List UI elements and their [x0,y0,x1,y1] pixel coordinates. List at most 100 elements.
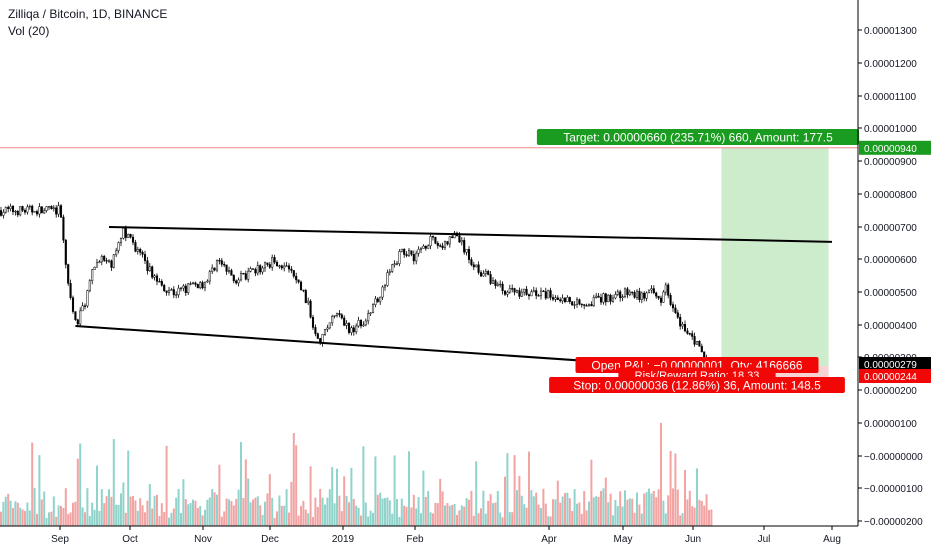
candle [57,205,60,215]
candle [148,266,151,272]
volume-bar [703,505,706,526]
time-axis: Sep Oct Nov Dec 2019 Feb Apr May Jun Jul Aug [0,525,858,545]
volume-bar [187,504,190,526]
candle [616,291,619,295]
candle [369,312,372,314]
volume-bar [364,502,367,526]
volume-bar [148,483,151,526]
candle [59,205,63,218]
volume-bar [398,516,401,526]
candle [14,210,17,213]
volume-bar [120,493,122,526]
volume-bar [280,505,283,526]
volume-bar [242,498,245,526]
candle [40,206,43,214]
candle [199,282,202,289]
candle [136,249,139,252]
candle [165,290,168,293]
candle [367,313,370,322]
volume-bar [28,510,31,526]
volume-bar [268,474,271,526]
candle [487,271,490,275]
candle [391,264,394,272]
volume-bar [60,505,62,526]
candle [93,266,96,270]
candle [590,304,593,307]
volume-bar [194,500,197,526]
volume-bar [110,496,113,526]
trendlines[interactable] [75,226,833,369]
volume-bar [237,489,240,526]
stop-label-text: Stop: 0.00000036 (12.86%) 36, Amount: 14… [573,378,821,392]
candle [55,207,58,215]
candle [191,282,195,284]
candle [311,317,315,328]
volume-bar [676,489,679,526]
volume-bar [319,488,322,526]
volume-bar [585,510,588,526]
candle [208,271,211,282]
candle [602,293,605,303]
volume-bar [367,516,370,526]
volume-bar [79,443,82,526]
volume-bar [487,500,490,526]
volume-bar [482,490,485,526]
candle [175,294,178,296]
volume-bar [412,494,415,526]
volume-bar [132,495,134,526]
candle [119,238,123,243]
volume-bar [180,513,182,526]
volume-bar [223,511,226,526]
volume-bar [105,496,108,526]
candle [448,236,451,245]
stop-label[interactable]: Stop: 0.00000036 (12.86%) 36, Amount: 14… [549,377,845,393]
upper-trendline[interactable] [108,226,833,243]
target-zone[interactable] [721,147,829,366]
candle [568,297,571,302]
volume-bar [360,515,362,526]
price-axis: 0.00001300 0.00001200 0.00001100 0.00001000… [857,0,931,528]
position-labels[interactable]: Target: 0.00000660 (235.71%) 660, Amount… [536,129,860,393]
target-label[interactable]: Target: 0.00000660 (235.71%) 660, Amount… [536,129,860,145]
candle [371,304,375,314]
candle [117,242,120,251]
candle [62,216,65,241]
volume-bar [424,497,427,526]
volume-bar [326,497,329,526]
volume-bar [700,500,703,526]
volume-bar [640,513,643,526]
candle [158,281,161,283]
volume-bar [134,500,137,526]
volume-bar [144,512,146,526]
volume-bar [163,511,166,526]
volume-bar [400,498,403,526]
y-tick-label: 0.00000200 [864,386,917,397]
candle [227,270,231,272]
volume-bar [57,505,60,526]
candle [679,316,682,327]
volume-bar [55,516,58,526]
volume-bar [355,505,358,526]
volume-bar [544,503,547,526]
candle [290,268,293,271]
volume-bar [340,511,343,526]
candles [0,201,713,369]
volume-bar [172,508,175,526]
candle [549,290,552,298]
candle [532,290,535,293]
candle [131,236,135,243]
candle [599,297,603,303]
candle [271,257,274,268]
volume-bar [643,493,646,526]
candle [275,262,279,267]
volume-bar [170,512,173,526]
x-tick-label: Oct [122,534,138,545]
volume-bar [592,497,595,526]
volume-bar [295,445,298,526]
candle [338,313,341,315]
candle [419,248,423,250]
stop-price-badge: 0.00000244 [859,369,931,383]
candle [146,260,149,272]
